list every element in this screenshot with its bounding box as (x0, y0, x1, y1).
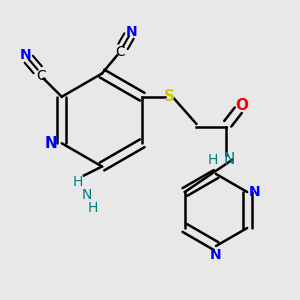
Text: O: O (235, 98, 248, 113)
Text: N: N (210, 248, 222, 262)
Text: N: N (82, 188, 92, 202)
Text: N: N (249, 185, 260, 199)
Text: C: C (36, 69, 46, 83)
Text: C: C (115, 46, 125, 59)
Text: H: H (208, 153, 218, 167)
Text: H: H (73, 175, 83, 188)
Text: N: N (224, 152, 235, 167)
Text: H: H (88, 202, 98, 215)
Text: N: N (45, 136, 58, 151)
Text: N: N (20, 48, 32, 62)
Text: N: N (126, 25, 138, 38)
Text: S: S (164, 89, 175, 104)
